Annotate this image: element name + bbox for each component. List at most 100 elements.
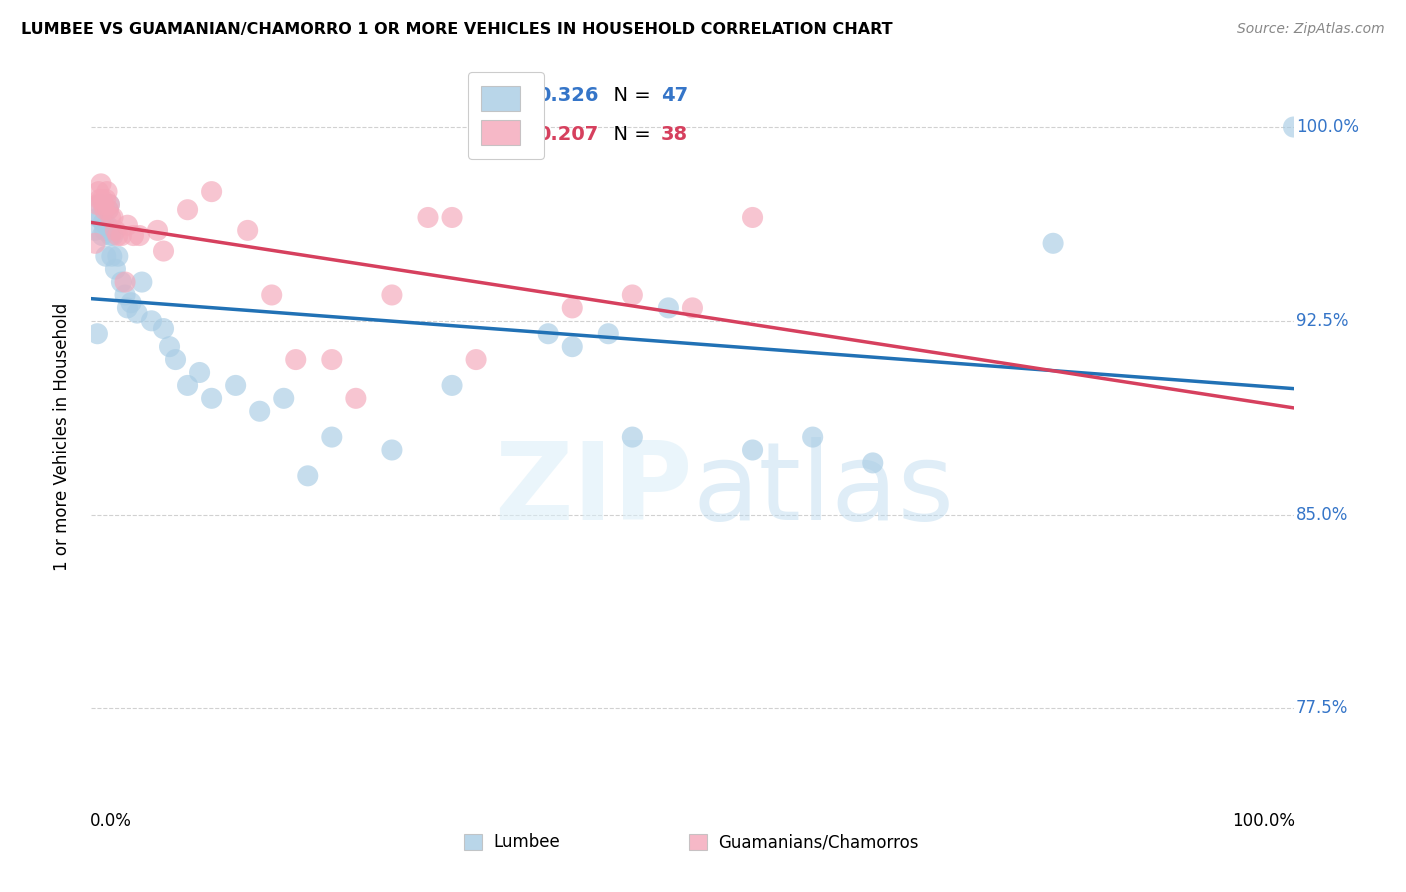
Point <box>225 378 247 392</box>
Point <box>249 404 271 418</box>
Point <box>117 301 139 315</box>
Point <box>93 197 115 211</box>
Point <box>84 236 107 251</box>
Point <box>862 456 884 470</box>
Point <box>114 288 136 302</box>
Point <box>297 468 319 483</box>
Point <box>107 249 129 263</box>
Point <box>104 223 127 237</box>
Point <box>131 275 153 289</box>
Text: 38: 38 <box>661 125 688 145</box>
Point <box>381 288 404 302</box>
Point <box>90 177 112 191</box>
Point <box>741 211 763 225</box>
Point <box>125 306 148 320</box>
Point <box>89 193 111 207</box>
Point <box>146 223 169 237</box>
Point <box>96 218 118 232</box>
Y-axis label: 1 or more Vehicles in Household: 1 or more Vehicles in Household <box>52 303 70 571</box>
Text: 100.0%: 100.0% <box>1232 812 1295 830</box>
Point <box>101 228 124 243</box>
Point <box>90 211 112 225</box>
Point <box>93 223 115 237</box>
Point <box>97 202 120 217</box>
Point <box>176 378 198 392</box>
Point <box>201 392 224 406</box>
Point <box>561 340 583 354</box>
Point <box>381 442 404 457</box>
Point <box>110 228 132 243</box>
Text: 0.326: 0.326 <box>537 87 599 105</box>
Point <box>117 218 139 232</box>
Text: 0.207: 0.207 <box>537 125 599 145</box>
Point <box>657 301 679 315</box>
Point <box>440 378 463 392</box>
Point <box>236 223 259 237</box>
Point <box>1282 120 1305 134</box>
Point <box>120 295 142 310</box>
Point <box>321 352 343 367</box>
Text: R =: R = <box>489 125 531 145</box>
Point <box>681 301 703 315</box>
Text: R =: R = <box>489 87 531 105</box>
Point <box>114 275 136 289</box>
Point <box>101 249 124 263</box>
Text: ZIP: ZIP <box>494 436 692 542</box>
Point <box>98 197 121 211</box>
Text: N =: N = <box>600 125 657 145</box>
Point <box>93 202 115 217</box>
Point <box>84 223 107 237</box>
Text: N =: N = <box>600 87 657 105</box>
Point <box>801 430 824 444</box>
Point <box>107 228 129 243</box>
Point <box>128 228 150 243</box>
Point <box>621 288 644 302</box>
Point <box>260 288 283 302</box>
Point <box>440 211 463 225</box>
Text: Guamanians/Chamorros: Guamanians/Chamorros <box>718 833 920 851</box>
Point <box>104 262 127 277</box>
Point <box>87 185 110 199</box>
Point <box>101 211 124 225</box>
Point <box>152 244 174 258</box>
Point <box>94 249 117 263</box>
Text: 0.0%: 0.0% <box>90 812 132 830</box>
Point <box>87 211 110 225</box>
Text: atlas: atlas <box>692 436 955 542</box>
Text: 100.0%: 100.0% <box>1296 118 1360 136</box>
Point <box>321 430 343 444</box>
Point <box>165 352 187 367</box>
Legend: , : , <box>468 72 544 159</box>
Point <box>100 211 122 225</box>
Point <box>176 202 198 217</box>
Text: LUMBEE VS GUAMANIAN/CHAMORRO 1 OR MORE VEHICLES IN HOUSEHOLD CORRELATION CHART: LUMBEE VS GUAMANIAN/CHAMORRO 1 OR MORE V… <box>21 22 893 37</box>
Point <box>741 442 763 457</box>
Point <box>86 197 108 211</box>
Point <box>86 326 108 341</box>
Text: 47: 47 <box>661 87 688 105</box>
Text: 77.5%: 77.5% <box>1296 699 1348 717</box>
Point <box>598 326 620 341</box>
Point <box>97 202 120 217</box>
Point <box>465 352 488 367</box>
Point <box>94 193 117 207</box>
Point <box>621 430 644 444</box>
Point <box>188 366 211 380</box>
Point <box>110 275 132 289</box>
Point <box>561 301 583 315</box>
Point <box>141 314 163 328</box>
Point <box>1042 236 1064 251</box>
Point <box>273 392 295 406</box>
Point <box>152 321 174 335</box>
Point <box>91 228 114 243</box>
Point <box>98 197 121 211</box>
Point <box>100 228 122 243</box>
Text: Source: ZipAtlas.com: Source: ZipAtlas.com <box>1237 22 1385 37</box>
Point <box>201 185 224 199</box>
Point <box>159 340 181 354</box>
Point <box>96 185 118 199</box>
Text: 85.0%: 85.0% <box>1296 506 1348 524</box>
Point <box>93 216 115 230</box>
Text: 92.5%: 92.5% <box>1296 312 1348 330</box>
Point <box>89 197 111 211</box>
